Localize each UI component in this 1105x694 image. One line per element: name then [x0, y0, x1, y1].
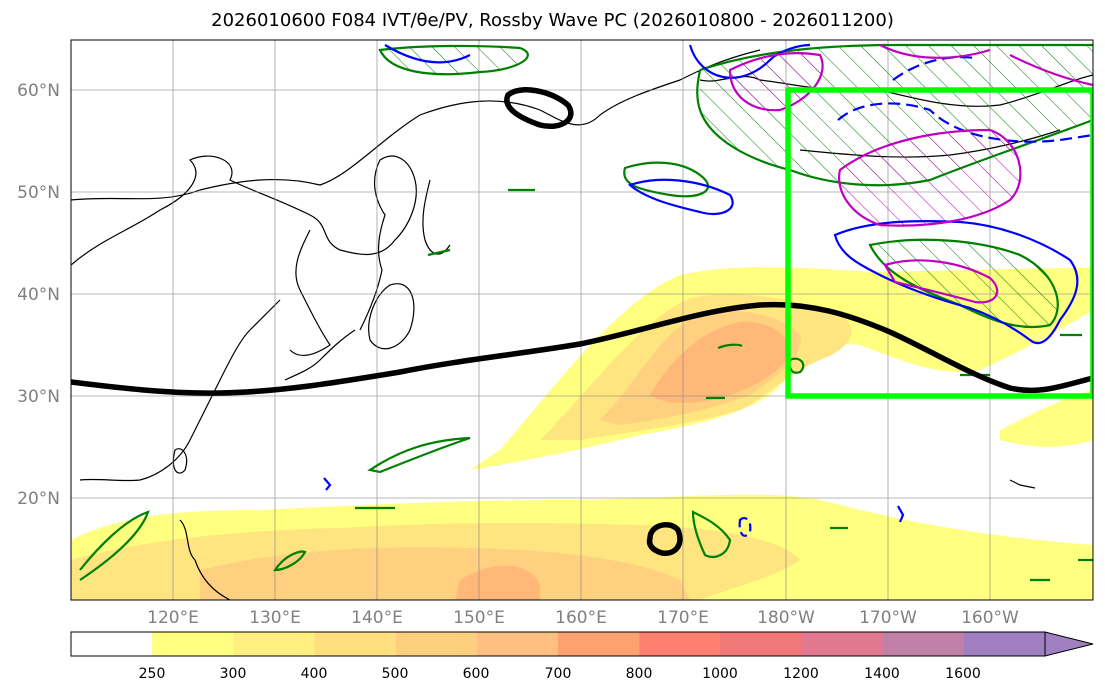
region-highlight-box — [785, 87, 1093, 399]
colorbar-swatch — [71, 632, 153, 656]
colorbar-swatch — [882, 632, 965, 656]
colorbar-swatch — [395, 632, 478, 656]
ivt-shading — [71, 267, 1093, 600]
colorbar-swatch — [152, 632, 234, 656]
colorbar-labels: 250 300 400 500 600 700 800 1000 1200 14… — [139, 666, 981, 682]
colorbar-swatch — [720, 632, 802, 656]
pv-magenta-contours — [728, 44, 1093, 304]
colorbar-tick-label: 1400 — [864, 666, 900, 682]
lat-label: 60°N — [17, 81, 60, 101]
colorbar-tick-label: 500 — [382, 666, 409, 682]
colorbar-tick-label: 1000 — [702, 666, 738, 682]
lon-label: 160°W — [961, 608, 1019, 628]
rossby-pc-contours — [71, 87, 1093, 556]
colorbar-swatch — [963, 632, 1046, 656]
colorbar-swatch — [314, 632, 397, 656]
colorbar-swatch — [558, 632, 640, 656]
longitude-labels: 120°E 130°E 140°E 150°E 160°E 170°E 180°… — [147, 608, 1019, 628]
colorbar-tick-label: 400 — [301, 666, 328, 682]
lon-label: 180°W — [757, 608, 815, 628]
colorbar-frame — [70, 631, 1046, 657]
colorbar-tick-label: 1200 — [783, 666, 819, 682]
colorbar-tick-label: 600 — [463, 666, 490, 682]
colorbar-tick-label: 300 — [220, 666, 247, 682]
map-title: 2026010600 F084 IVT/θe/PV, Rossby Wave P… — [211, 10, 894, 31]
colorbar-swatch — [801, 632, 884, 656]
colorbar: 250 300 400 500 600 700 800 1000 1200 14… — [70, 631, 1094, 682]
theta-e-contours — [79, 43, 1093, 582]
colorbar-swatch — [233, 632, 315, 656]
lon-label: 140°E — [351, 608, 403, 628]
lon-label: 120°E — [147, 608, 199, 628]
colorbar-tick-label: 700 — [545, 666, 572, 682]
lat-label: 40°N — [17, 285, 60, 305]
colorbar-swatch — [476, 632, 559, 656]
latitude-labels: 60°N 50°N 40°N 30°N 20°N — [17, 81, 60, 509]
colorbar-tick-label: 800 — [626, 666, 653, 682]
colorbar-swatch — [639, 632, 721, 656]
lon-label: 170°E — [657, 608, 709, 628]
colorbar-tick-label: 250 — [139, 666, 166, 682]
lon-label: 170°W — [859, 608, 917, 628]
lat-label: 20°N — [17, 489, 60, 509]
lat-label: 50°N — [17, 183, 60, 203]
lat-label: 30°N — [17, 387, 60, 407]
colorbar-swatches — [71, 632, 1046, 656]
lon-label: 130°E — [249, 608, 301, 628]
lon-label: 150°E — [453, 608, 505, 628]
map-frame — [70, 39, 1094, 601]
colorbar-extend-arrow — [1044, 631, 1094, 657]
lon-label: 160°E — [555, 608, 607, 628]
colorbar-tick-label: 1600 — [945, 666, 981, 682]
